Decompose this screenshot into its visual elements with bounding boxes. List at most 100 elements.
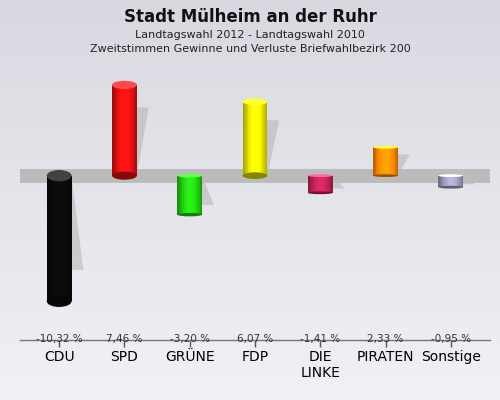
Bar xyxy=(197,176,198,215)
Bar xyxy=(376,147,378,176)
Bar xyxy=(47,176,48,301)
Bar xyxy=(321,176,322,193)
Bar xyxy=(461,176,462,187)
Bar xyxy=(117,85,118,176)
Polygon shape xyxy=(308,176,344,188)
Bar xyxy=(393,147,394,176)
Bar xyxy=(51,176,52,301)
Bar xyxy=(451,176,452,187)
Bar xyxy=(251,102,252,176)
Bar xyxy=(58,176,59,301)
Polygon shape xyxy=(47,176,84,270)
Bar xyxy=(442,176,444,187)
Bar xyxy=(379,147,380,176)
Bar xyxy=(326,176,327,193)
Bar xyxy=(387,147,388,176)
Bar xyxy=(460,176,461,187)
Bar xyxy=(54,176,55,301)
Ellipse shape xyxy=(112,172,137,180)
Bar xyxy=(266,102,268,176)
Bar xyxy=(189,176,190,215)
Bar xyxy=(320,176,321,193)
Bar xyxy=(255,102,256,176)
Bar xyxy=(445,176,446,187)
Bar xyxy=(196,176,197,215)
Bar xyxy=(55,176,56,301)
Ellipse shape xyxy=(47,170,72,181)
Bar xyxy=(48,176,49,301)
Text: 6,07 %: 6,07 % xyxy=(237,334,273,344)
Bar xyxy=(317,176,318,193)
Bar xyxy=(52,176,54,301)
Bar xyxy=(179,176,180,215)
Ellipse shape xyxy=(373,146,398,149)
Bar xyxy=(454,176,455,187)
Bar xyxy=(331,176,332,193)
Bar xyxy=(199,176,200,215)
Bar xyxy=(264,102,265,176)
Bar xyxy=(452,176,454,187)
Bar xyxy=(193,176,194,215)
Bar xyxy=(327,176,328,193)
Bar xyxy=(123,85,124,176)
Bar xyxy=(256,102,258,176)
Bar xyxy=(183,176,184,215)
Text: -1,41 %: -1,41 % xyxy=(300,334,341,344)
Bar xyxy=(252,102,254,176)
Bar xyxy=(186,176,187,215)
Ellipse shape xyxy=(438,186,463,188)
Bar xyxy=(397,147,398,176)
Bar xyxy=(190,176,192,215)
Bar xyxy=(386,147,387,176)
Bar xyxy=(312,176,313,193)
Bar xyxy=(456,176,458,187)
Ellipse shape xyxy=(112,81,137,89)
Bar xyxy=(450,176,451,187)
Bar xyxy=(135,85,136,176)
Bar xyxy=(56,176,58,301)
Bar xyxy=(136,85,137,176)
Bar xyxy=(127,85,128,176)
Bar xyxy=(113,85,114,176)
Bar xyxy=(324,176,325,193)
Bar xyxy=(322,176,323,193)
Bar xyxy=(131,85,132,176)
Bar xyxy=(328,176,330,193)
Polygon shape xyxy=(178,176,214,205)
Bar xyxy=(374,147,375,176)
Bar xyxy=(70,176,72,301)
Bar xyxy=(308,176,310,193)
Bar xyxy=(118,85,120,176)
Bar xyxy=(265,102,266,176)
Bar xyxy=(390,147,392,176)
Bar xyxy=(185,176,186,215)
Bar xyxy=(50,176,51,301)
Bar xyxy=(249,102,250,176)
Bar xyxy=(124,85,126,176)
Bar xyxy=(245,102,246,176)
Bar xyxy=(444,176,445,187)
Text: Stadt Mülheim an der Ruhr: Stadt Mülheim an der Ruhr xyxy=(124,8,376,26)
Bar xyxy=(258,102,259,176)
Text: -3,20 %: -3,20 % xyxy=(170,334,209,344)
Polygon shape xyxy=(242,120,279,176)
Bar xyxy=(134,85,135,176)
Bar xyxy=(62,176,64,301)
Ellipse shape xyxy=(438,174,463,177)
Bar xyxy=(188,176,189,215)
Bar xyxy=(66,176,68,301)
Bar xyxy=(60,176,61,301)
Bar xyxy=(310,176,311,193)
Text: -10,32 %: -10,32 % xyxy=(36,334,82,344)
Bar xyxy=(248,102,249,176)
Bar xyxy=(198,176,199,215)
Bar xyxy=(126,85,127,176)
Bar xyxy=(396,147,397,176)
Bar xyxy=(383,147,384,176)
Bar xyxy=(250,102,251,176)
Bar xyxy=(462,176,463,187)
Bar xyxy=(242,102,244,176)
Bar xyxy=(384,147,386,176)
Bar xyxy=(180,176,182,215)
Bar xyxy=(182,176,183,215)
